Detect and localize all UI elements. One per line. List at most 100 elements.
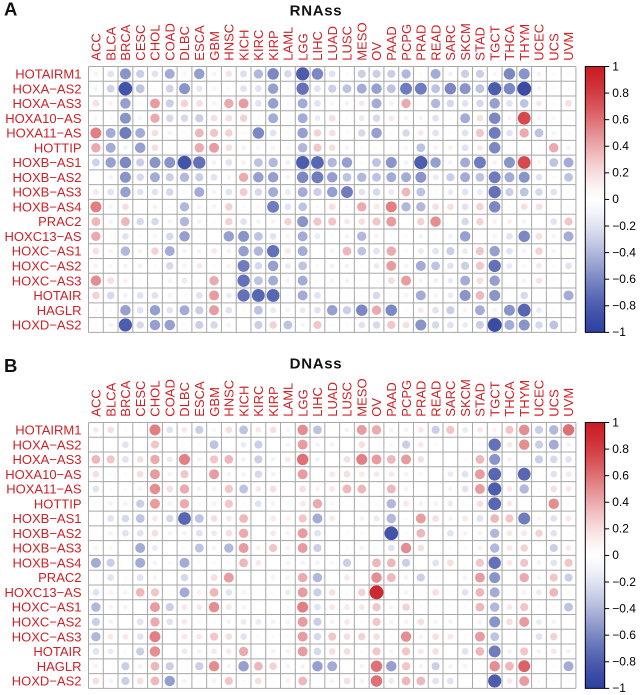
- svg-text:0.8: 0.8: [612, 86, 629, 100]
- svg-text:THCA: THCA: [502, 25, 517, 61]
- svg-text:UCS: UCS: [546, 33, 561, 61]
- svg-text:HOXA−AS2: HOXA−AS2: [12, 437, 81, 452]
- svg-text:TGCT: TGCT: [487, 25, 502, 60]
- svg-text:HOXA10−AS: HOXA10−AS: [5, 467, 82, 482]
- svg-text:HOTAIR: HOTAIR: [33, 644, 81, 659]
- svg-text:−0.6: −0.6: [612, 628, 636, 642]
- svg-text:UVM: UVM: [561, 32, 576, 61]
- svg-text:LUAD: LUAD: [325, 382, 340, 417]
- svg-text:UCS: UCS: [546, 389, 561, 417]
- svg-text:ESCA: ESCA: [192, 25, 207, 61]
- svg-text:HNSC: HNSC: [222, 24, 237, 61]
- svg-text:0.8: 0.8: [612, 442, 629, 456]
- svg-text:LGG: LGG: [295, 33, 310, 60]
- svg-text:HAGLR: HAGLR: [37, 659, 82, 674]
- svg-text:HOXC−AS3: HOXC−AS3: [12, 273, 82, 288]
- svg-text:COAD: COAD: [162, 23, 177, 61]
- svg-text:HOXB−AS4: HOXB−AS4: [12, 555, 81, 570]
- svg-text:SKCM: SKCM: [458, 379, 473, 417]
- svg-text:HOXA−AS2: HOXA−AS2: [12, 81, 81, 96]
- svg-text:BLCA: BLCA: [103, 26, 118, 60]
- svg-text:CHOL: CHOL: [148, 25, 163, 61]
- svg-text:CESC: CESC: [133, 381, 148, 417]
- svg-text:COAD: COAD: [162, 379, 177, 417]
- svg-text:HOXA−AS3: HOXA−AS3: [12, 452, 81, 467]
- svg-text:ESCA: ESCA: [192, 381, 207, 417]
- svg-text:MESO: MESO: [354, 378, 369, 416]
- svg-text:HOXB−AS3: HOXB−AS3: [12, 541, 81, 556]
- svg-text:UVM: UVM: [561, 388, 576, 417]
- svg-text:KIRC: KIRC: [251, 30, 266, 61]
- svg-text:HOXA−AS3: HOXA−AS3: [12, 96, 81, 111]
- svg-text:LGG: LGG: [295, 389, 310, 416]
- svg-text:HAGLR: HAGLR: [37, 303, 82, 318]
- svg-text:THYM: THYM: [517, 24, 532, 61]
- svg-text:0.4: 0.4: [612, 139, 629, 153]
- svg-text:HOXB−AS1: HOXB−AS1: [12, 155, 81, 170]
- svg-text:BRCA: BRCA: [118, 24, 133, 60]
- svg-text:HOTAIRM1: HOTAIRM1: [15, 422, 81, 437]
- svg-text:0.4: 0.4: [612, 495, 629, 509]
- svg-text:−1: −1: [612, 681, 626, 695]
- svg-text:−0.4: −0.4: [612, 601, 636, 615]
- svg-text:SARC: SARC: [443, 381, 458, 417]
- svg-text:HOXC13−AS: HOXC13−AS: [5, 585, 82, 600]
- svg-text:UCEC: UCEC: [532, 380, 547, 417]
- svg-text:HOXA10−AS: HOXA10−AS: [5, 111, 82, 126]
- svg-text:HOXB−AS4: HOXB−AS4: [12, 199, 81, 214]
- svg-text:PRAD: PRAD: [414, 25, 429, 61]
- svg-text:LIHC: LIHC: [310, 387, 325, 417]
- svg-text:KIRP: KIRP: [266, 386, 281, 416]
- svg-text:GBM: GBM: [207, 387, 222, 417]
- svg-text:LAML: LAML: [281, 383, 296, 417]
- svg-text:HOXB−AS2: HOXB−AS2: [12, 170, 81, 185]
- svg-text:HOXA11−AS: HOXA11−AS: [6, 482, 82, 497]
- svg-text:PRAC2: PRAC2: [38, 570, 81, 585]
- svg-text:STAD: STAD: [473, 27, 488, 61]
- svg-text:THYM: THYM: [517, 380, 532, 417]
- svg-text:HOXC13−AS: HOXC13−AS: [5, 229, 82, 244]
- svg-text:−0.4: −0.4: [612, 245, 636, 259]
- svg-text:PCPG: PCPG: [399, 380, 414, 417]
- svg-text:DNAss: DNAss: [290, 356, 343, 373]
- svg-text:HOXC−AS1: HOXC−AS1: [12, 600, 82, 615]
- svg-text:B: B: [4, 355, 17, 376]
- svg-text:ACC: ACC: [89, 33, 104, 60]
- svg-text:UCEC: UCEC: [532, 24, 547, 61]
- svg-text:HOXB−AS2: HOXB−AS2: [12, 526, 81, 541]
- svg-text:LUSC: LUSC: [340, 382, 355, 417]
- svg-text:−0.6: −0.6: [612, 272, 636, 286]
- svg-text:LUSC: LUSC: [340, 26, 355, 61]
- svg-text:0.6: 0.6: [612, 468, 629, 482]
- svg-text:HOTTIP: HOTTIP: [34, 140, 82, 155]
- svg-text:KICH: KICH: [236, 386, 251, 417]
- svg-text:ACC: ACC: [89, 389, 104, 416]
- svg-text:HOTTIP: HOTTIP: [34, 496, 82, 511]
- svg-text:LIHC: LIHC: [310, 31, 325, 61]
- svg-text:−0.2: −0.2: [612, 219, 636, 233]
- svg-text:LAML: LAML: [281, 27, 296, 61]
- svg-text:RNAss: RNAss: [290, 3, 343, 20]
- svg-text:THCA: THCA: [502, 381, 517, 417]
- svg-text:HOXD−AS2: HOXD−AS2: [12, 318, 82, 333]
- svg-text:CHOL: CHOL: [148, 381, 163, 417]
- svg-text:−0.8: −0.8: [612, 655, 636, 669]
- svg-text:−1: −1: [612, 325, 626, 339]
- svg-text:PAAD: PAAD: [384, 26, 399, 60]
- svg-text:HOTAIR: HOTAIR: [33, 288, 81, 303]
- svg-text:STAD: STAD: [473, 383, 488, 417]
- svg-text:LUAD: LUAD: [325, 26, 340, 61]
- svg-text:DLBC: DLBC: [177, 382, 192, 417]
- svg-text:HOXC−AS2: HOXC−AS2: [12, 615, 82, 630]
- svg-text:KIRC: KIRC: [251, 386, 266, 417]
- svg-text:−0.2: −0.2: [612, 575, 636, 589]
- svg-text:0: 0: [612, 192, 619, 206]
- svg-text:0.6: 0.6: [612, 112, 629, 126]
- svg-text:PRAC2: PRAC2: [38, 214, 81, 229]
- svg-text:DLBC: DLBC: [177, 26, 192, 61]
- svg-text:HOXC−AS1: HOXC−AS1: [12, 244, 82, 259]
- svg-text:PRAD: PRAD: [414, 381, 429, 417]
- svg-text:PCPG: PCPG: [399, 24, 414, 61]
- svg-text:READ: READ: [428, 381, 443, 417]
- svg-text:0.2: 0.2: [612, 166, 629, 180]
